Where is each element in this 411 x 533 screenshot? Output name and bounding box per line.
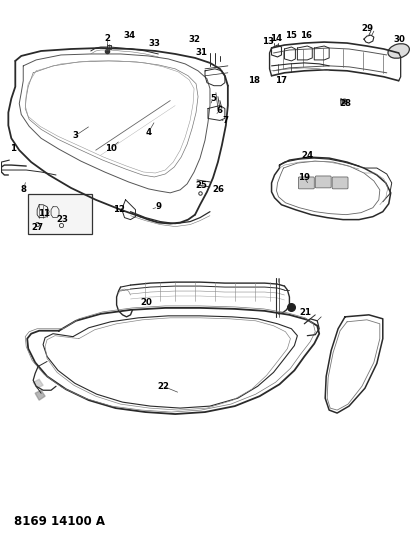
Text: 19: 19 — [298, 173, 310, 182]
Text: 1: 1 — [10, 144, 16, 152]
Text: 27: 27 — [31, 223, 43, 232]
Text: 8: 8 — [20, 185, 26, 195]
Text: 30: 30 — [394, 35, 406, 44]
FancyBboxPatch shape — [298, 177, 314, 189]
FancyBboxPatch shape — [28, 194, 92, 233]
Polygon shape — [35, 390, 45, 400]
Polygon shape — [33, 379, 43, 388]
Text: 12: 12 — [113, 205, 125, 214]
Text: 15: 15 — [286, 30, 298, 39]
Text: 13: 13 — [261, 37, 274, 45]
Text: 23: 23 — [56, 215, 68, 224]
Text: 11: 11 — [38, 209, 50, 218]
Text: 21: 21 — [299, 309, 312, 317]
Text: 32: 32 — [188, 35, 200, 44]
Text: 25: 25 — [195, 181, 207, 190]
Text: 28: 28 — [339, 99, 351, 108]
Text: 17: 17 — [275, 76, 288, 85]
Text: 22: 22 — [157, 382, 169, 391]
Text: 9: 9 — [155, 202, 162, 211]
Text: 4: 4 — [145, 128, 151, 137]
Text: 18: 18 — [248, 76, 260, 85]
Text: 6: 6 — [217, 106, 223, 115]
Text: 31: 31 — [195, 49, 207, 58]
Text: 5: 5 — [210, 94, 216, 103]
Text: 2: 2 — [105, 34, 111, 43]
Text: 16: 16 — [300, 30, 312, 39]
Text: 29: 29 — [361, 23, 373, 33]
Text: 26: 26 — [212, 185, 224, 195]
Text: 3: 3 — [73, 131, 79, 140]
Text: 14: 14 — [270, 34, 282, 43]
FancyBboxPatch shape — [332, 177, 348, 189]
Text: 8169 14100 A: 8169 14100 A — [14, 515, 105, 528]
Text: 10: 10 — [105, 144, 117, 152]
FancyBboxPatch shape — [315, 176, 331, 188]
Text: 7: 7 — [223, 116, 229, 125]
Text: 20: 20 — [141, 298, 152, 308]
Text: 33: 33 — [148, 38, 160, 47]
Text: 34: 34 — [124, 30, 136, 39]
Ellipse shape — [388, 44, 409, 58]
Text: 24: 24 — [301, 151, 314, 160]
